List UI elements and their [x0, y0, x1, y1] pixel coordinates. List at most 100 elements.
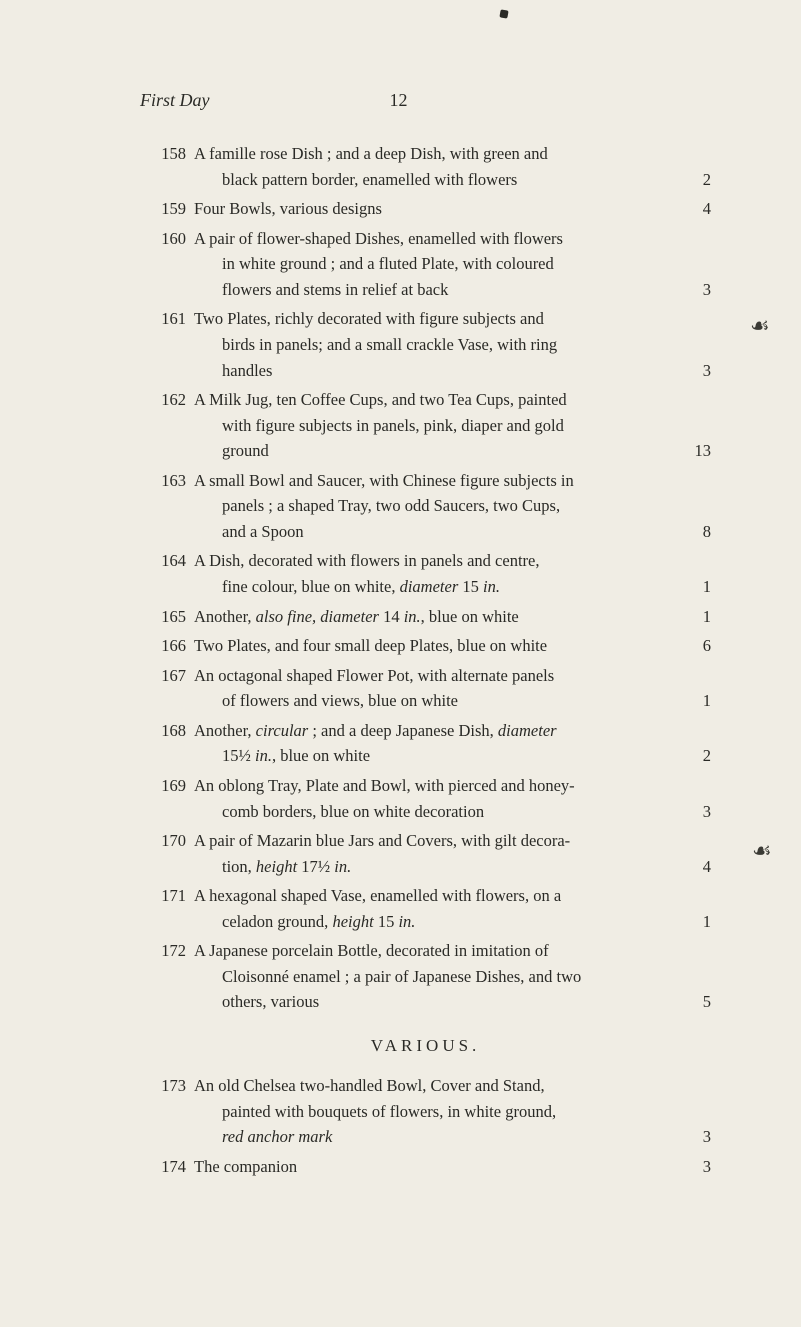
description-text: A Japanese porcelain Bottle, decorated i… [194, 941, 549, 960]
lot-description: 6Two Plates, and four small deep Plates,… [194, 633, 711, 659]
lot-description: An octagonal shaped Flower Pot, with alt… [194, 663, 711, 714]
margin-ornament-icon: ☙ [752, 838, 772, 864]
description-line-cont: 13 ground [194, 438, 711, 464]
description-text: with figure subjects in panels, pink, di… [222, 416, 564, 435]
lot-number: 170 [140, 828, 194, 879]
description-text: birds in panels; and a small crackle Vas… [222, 335, 557, 354]
description-line-cont: 4tion, height 17½ in. [194, 854, 711, 880]
lot-description: Two Plates, richly decorated with figure… [194, 306, 711, 383]
lot-number: 173 [140, 1073, 194, 1150]
description-line-cont: Cloisonné enamel ; a pair of Japanese Di… [194, 964, 711, 990]
description-text: 15½ in., blue on white [222, 746, 370, 765]
description-line-cont: 8and a Spoon [194, 519, 711, 545]
page-number: 12 [390, 90, 408, 111]
description-text: handles [222, 361, 272, 380]
running-header: First Day 12 [140, 90, 711, 111]
catalog-entries: 158A famille rose Dish ; and a deep Dish… [140, 141, 711, 1180]
description-line-first: A hexagonal shaped Vase, enamelled with … [194, 883, 711, 909]
lot-number: 164 [140, 548, 194, 599]
running-title: First Day [140, 90, 210, 111]
description-line-first: A Milk Jug, ten Coffee Cups, and two Tea… [194, 387, 711, 413]
catalog-entry: 168Another, circular ; and a deep Japane… [140, 718, 711, 769]
page-container: First Day 12 158A famille rose Dish ; an… [0, 0, 801, 1327]
lot-description: A Milk Jug, ten Coffee Cups, and two Tea… [194, 387, 711, 464]
description-line-cont: panels ; a shaped Tray, two odd Saucers,… [194, 493, 711, 519]
catalog-entry: 171A hexagonal shaped Vase, enamelled wi… [140, 883, 711, 934]
lot-quantity: 3 [683, 1154, 711, 1180]
lot-quantity: 13 [675, 438, 712, 464]
description-text: painted with bouquets of flowers, in whi… [222, 1102, 556, 1121]
description-line-cont: 3handles [194, 358, 711, 384]
catalog-entry: 163A small Bowl and Saucer, with Chinese… [140, 468, 711, 545]
description-line-cont: 1of flowers and views, blue on white [194, 688, 711, 714]
lot-description: A hexagonal shaped Vase, enamelled with … [194, 883, 711, 934]
description-text: of flowers and views, blue on white [222, 691, 458, 710]
description-line-cont: in white ground ; and a fluted Plate, wi… [194, 251, 711, 277]
description-line-first: 4Four Bowls, various designs [194, 196, 711, 222]
lot-description: An oblong Tray, Plate and Bowl, with pie… [194, 773, 711, 824]
lot-number: 168 [140, 718, 194, 769]
lot-quantity: 3 [683, 799, 711, 825]
lot-number: 161 [140, 306, 194, 383]
lot-number: 169 [140, 773, 194, 824]
description-line-first: 1Another, also fine, diameter 14 in., bl… [194, 604, 711, 630]
lot-number: 162 [140, 387, 194, 464]
lot-quantity: 2 [683, 167, 711, 193]
lot-quantity: 2 [683, 743, 711, 769]
lot-description: An old Chelsea two-handled Bowl, Cover a… [194, 1073, 711, 1150]
description-text: A Dish, decorated with flowers in panels… [194, 551, 539, 570]
description-text: and a Spoon [222, 522, 304, 541]
description-line-first: A small Bowl and Saucer, with Chinese fi… [194, 468, 711, 494]
description-text: A small Bowl and Saucer, with Chinese fi… [194, 471, 574, 490]
description-line-cont: painted with bouquets of flowers, in whi… [194, 1099, 711, 1125]
lot-description: A Dish, decorated with flowers in panels… [194, 548, 711, 599]
lot-description: A pair of flower-shaped Dishes, enamelle… [194, 226, 711, 303]
description-text: celadon ground, height 15 in. [222, 912, 415, 931]
lot-number: 167 [140, 663, 194, 714]
lot-description: A pair of Mazarin blue Jars and Covers, … [194, 828, 711, 879]
lot-quantity: 1 [683, 909, 711, 935]
lot-description: 4Four Bowls, various designs [194, 196, 711, 222]
description-line-first: A Japanese porcelain Bottle, decorated i… [194, 938, 711, 964]
description-text: comb borders, blue on white decoration [222, 802, 484, 821]
lot-number: 172 [140, 938, 194, 1015]
description-line-cont: 1fine colour, blue on white, diameter 15… [194, 574, 711, 600]
description-line-first: A pair of Mazarin blue Jars and Covers, … [194, 828, 711, 854]
lot-number: 171 [140, 883, 194, 934]
description-text: An old Chelsea two-handled Bowl, Cover a… [194, 1076, 545, 1095]
description-line-cont: 2 black pattern border, enamelled with fl… [194, 167, 711, 193]
catalog-entry: 158A famille rose Dish ; and a deep Dish… [140, 141, 711, 192]
description-line-cont: 3 comb borders, blue on white decoration [194, 799, 711, 825]
description-line-cont: 2 15½ in., blue on white [194, 743, 711, 769]
description-text: An octagonal shaped Flower Pot, with alt… [194, 666, 554, 685]
catalog-entry: 164A Dish, decorated with flowers in pan… [140, 548, 711, 599]
lot-quantity: 1 [683, 574, 711, 600]
catalog-entry: 1666Two Plates, and four small deep Plat… [140, 633, 711, 659]
catalog-entry: 173An old Chelsea two-handled Bowl, Cove… [140, 1073, 711, 1150]
lot-description: 1Another, also fine, diameter 14 in., bl… [194, 604, 711, 630]
lot-description: 3The companion [194, 1154, 711, 1180]
lot-number: 166 [140, 633, 194, 659]
lot-quantity: 1 [683, 604, 711, 630]
lot-number: 158 [140, 141, 194, 192]
description-text: Two Plates, richly decorated with figure… [194, 309, 544, 328]
description-line-cont: birds in panels; and a small crackle Vas… [194, 332, 711, 358]
catalog-entry: 160A pair of flower-shaped Dishes, ename… [140, 226, 711, 303]
lot-quantity: 4 [683, 196, 711, 222]
lot-quantity: 3 [683, 1124, 711, 1150]
description-text: black pattern border, enamelled with flo… [222, 170, 517, 189]
lot-description: A small Bowl and Saucer, with Chinese fi… [194, 468, 711, 545]
description-text: An oblong Tray, Plate and Bowl, with pie… [194, 776, 575, 795]
description-line-cont: 3flowers and stems in relief at back [194, 277, 711, 303]
description-line-first: 3The companion [194, 1154, 711, 1180]
description-text: ground [222, 441, 269, 460]
lot-description: Another, circular ; and a deep Japanese … [194, 718, 711, 769]
section-heading: VARIOUS. [140, 1033, 711, 1059]
description-text: flowers and stems in relief at back [222, 280, 448, 299]
description-line-first: Another, circular ; and a deep Japanese … [194, 718, 711, 744]
lot-quantity: 5 [683, 989, 711, 1015]
lot-number: 165 [140, 604, 194, 630]
description-line-cont: 1 celadon ground, height 15 in. [194, 909, 711, 935]
catalog-entry: 1594Four Bowls, various designs [140, 196, 711, 222]
description-line-first: A Dish, decorated with flowers in panels… [194, 548, 711, 574]
